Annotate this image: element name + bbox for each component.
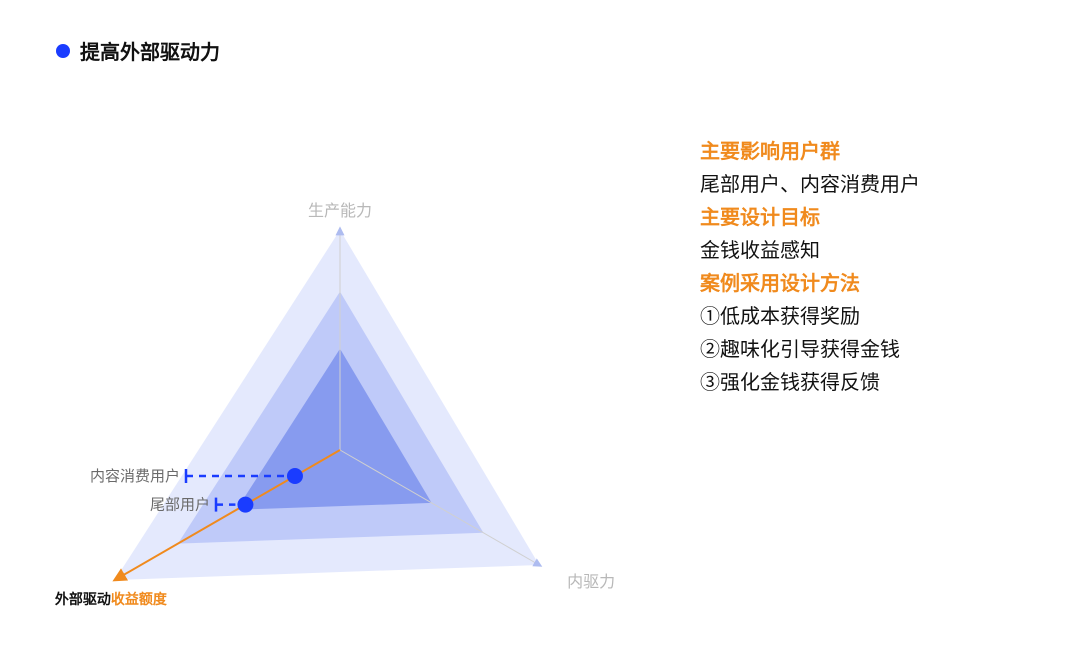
info-list-item: ③强化金钱获得反馈 <box>700 367 1040 400</box>
leader-label: 内容消费用户 <box>90 468 180 485</box>
leader-dot <box>287 468 303 484</box>
header-bullet-icon <box>56 44 70 58</box>
info-heading: 主要影响用户群 <box>700 136 1040 169</box>
info-panel: 主要影响用户群尾部用户、内容消费用户主要设计目标金钱收益感知案例采用设计方法①低… <box>700 136 1040 400</box>
page-title: 提高外部驱动力 <box>80 36 220 65</box>
info-body: 尾部用户、内容消费用户 <box>700 169 1040 202</box>
info-list-item: ①低成本获得奖励 <box>700 301 1040 334</box>
info-body: 金钱收益感知 <box>700 235 1040 268</box>
info-heading: 案例采用设计方法 <box>700 268 1040 301</box>
info-list-item: ②趣味化引导获得金钱 <box>700 334 1040 367</box>
info-heading: 主要设计目标 <box>700 202 1040 235</box>
axis-label: 生产能力 <box>308 202 372 220</box>
axis-label: 外部驱动收益额度 <box>55 591 168 607</box>
radar-diagram: 生产能力内驱力外部驱动收益额度 内容消费用户尾部用户 <box>40 100 680 640</box>
axis-label: 内驱力 <box>567 573 615 591</box>
leader-dot <box>237 497 253 513</box>
leader-label: 尾部用户 <box>150 497 210 514</box>
header: 提高外部驱动力 <box>56 36 220 65</box>
